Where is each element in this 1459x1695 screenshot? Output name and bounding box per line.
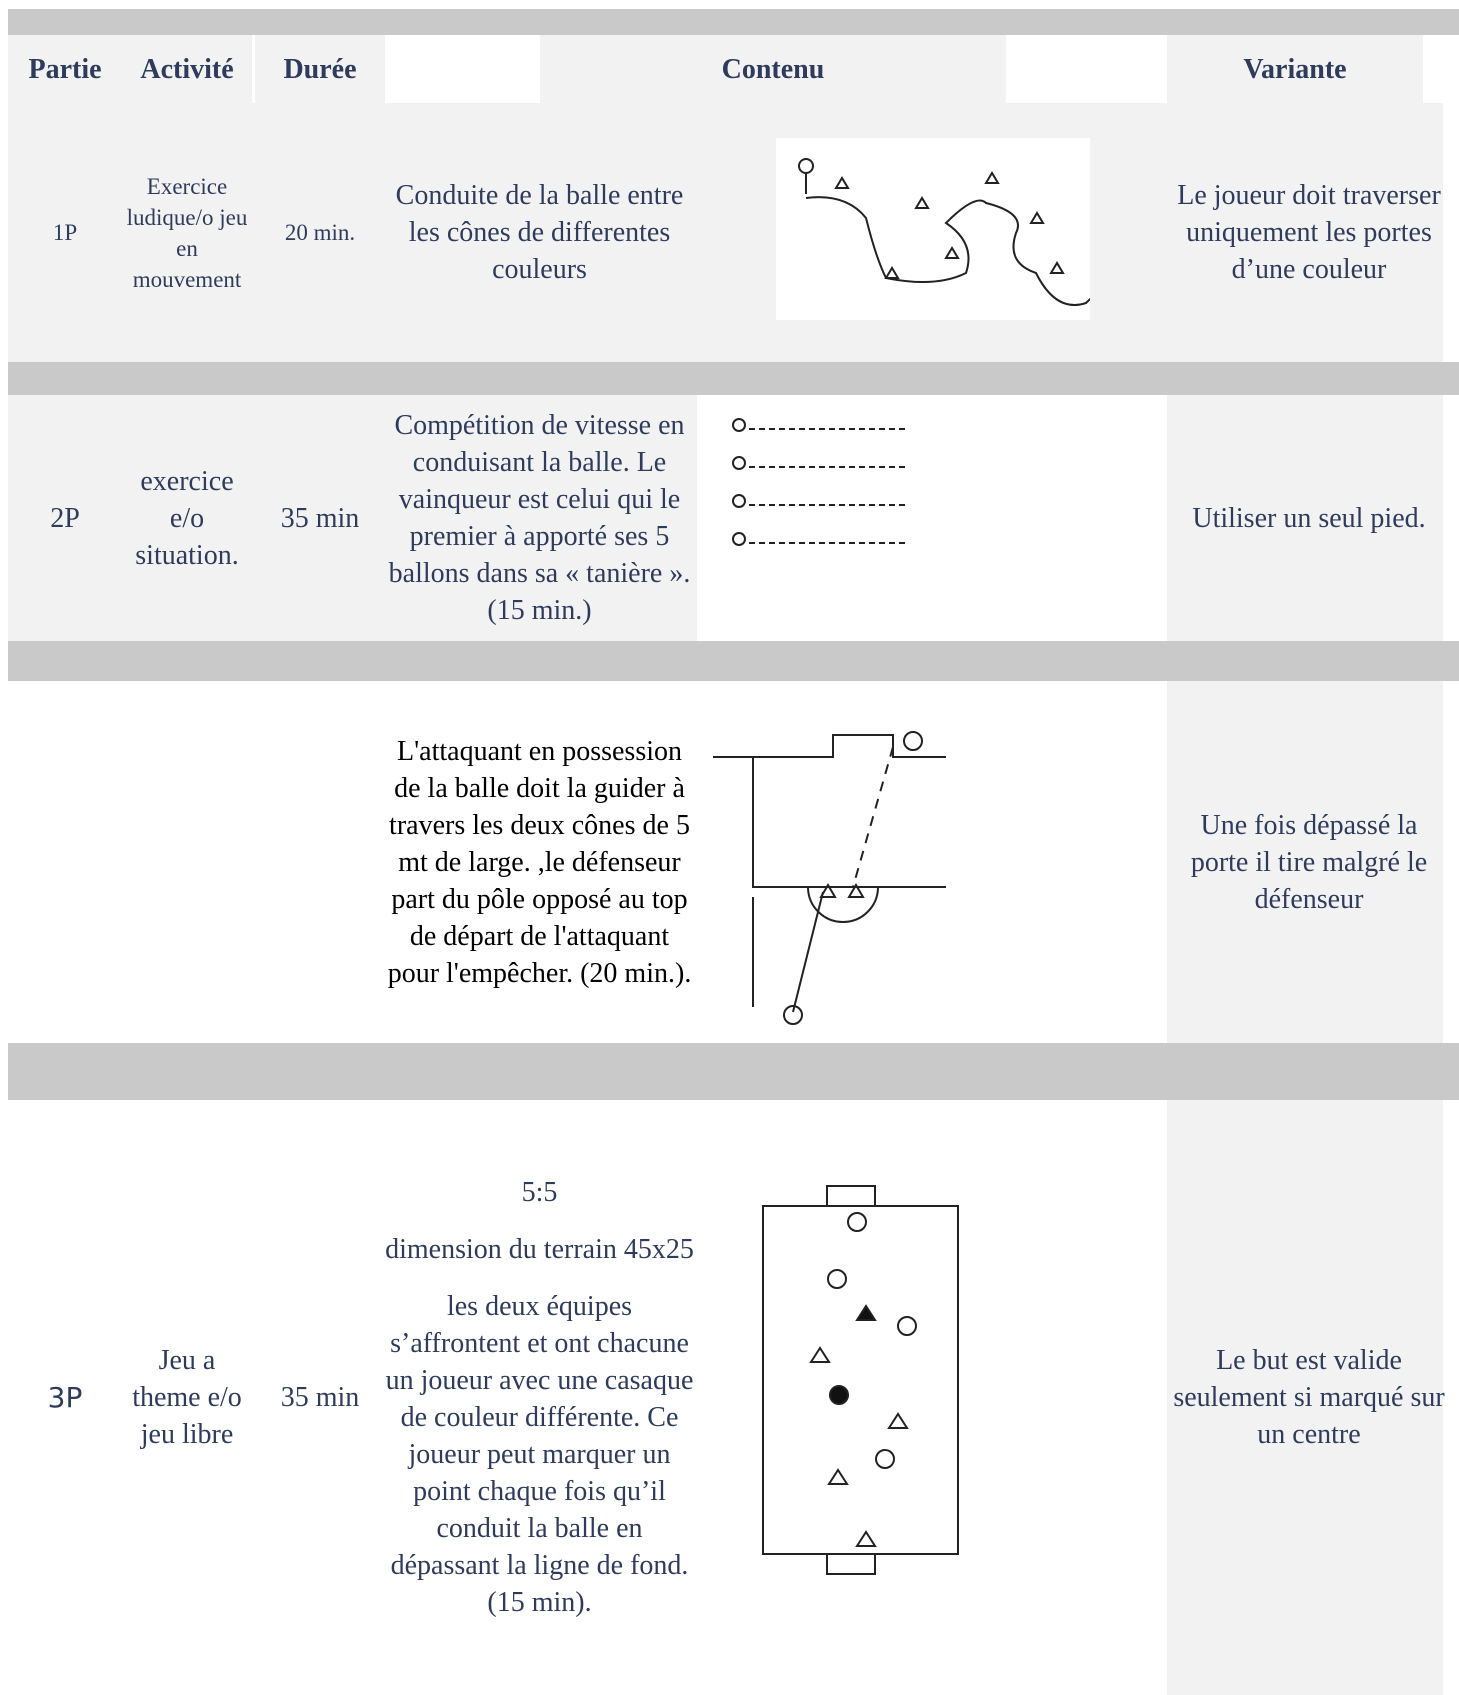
contenu-text: les deux équipes s’affrontent et ont cha… [385, 1291, 694, 1618]
sketch-dribble [776, 138, 1090, 320]
partie: 3P [47, 1381, 83, 1414]
contenu-cell: Compétition de vitesse en conduisant la … [382, 395, 697, 641]
variante: Utiliser un seul pied. [1192, 502, 1426, 534]
variante-bg [1167, 681, 1443, 1043]
row-bg [8, 395, 697, 641]
sketch-duel [713, 731, 946, 1025]
duree: 35 min [280, 1382, 360, 1413]
contenu-cell: L'attaquant en possession de la balle do… [382, 681, 697, 1043]
variante-bg [1167, 103, 1443, 362]
header-partie: Partie [8, 35, 122, 103]
header-variante: Variante [1167, 35, 1423, 103]
separator [8, 641, 1459, 681]
contenu-cell: 5:5 dimension du terrain 45x25 les deux éq… [382, 1100, 697, 1695]
partie: 2P [50, 502, 80, 534]
row-bg [8, 1100, 697, 1695]
separator [8, 9, 1459, 35]
separator [8, 1043, 1459, 1100]
variante: Une fois dépassé la porte il tire malgré… [1190, 809, 1428, 915]
contenu-text: 5:5 [521, 1177, 558, 1208]
image-cell [697, 681, 1167, 1043]
activite: Jeu a theme e/o jeu libre [132, 1345, 242, 1450]
variante: Le joueur doit traverser uniquement les … [1177, 180, 1441, 285]
header-contenu: Contenu [540, 35, 1006, 103]
header-activite: Activité [122, 35, 252, 103]
row-bg [8, 681, 697, 1043]
image-cell [697, 1100, 1167, 1695]
activite: Exercice ludique/o jeu en mouvement [126, 173, 248, 292]
duree: 35 min [280, 502, 360, 534]
variante-bg [1167, 1100, 1443, 1695]
duree: 20 min. [284, 220, 356, 245]
activite: exercice e/o situation. [135, 465, 239, 571]
variante-bg [1167, 395, 1443, 641]
header-duree: Durée [255, 35, 385, 103]
image-cell [697, 395, 1167, 641]
sketch-race [732, 418, 909, 546]
row-bg [8, 103, 697, 362]
contenu-cell: Conduite de la balle entre les cônes de … [382, 103, 697, 362]
variante: Le but est valide seulement si marqué su… [1173, 1345, 1445, 1450]
contenu-text: Conduite de la balle entre les cônes de … [395, 180, 684, 285]
contenu-text: dimension du terrain 45x25 [385, 1234, 694, 1265]
contenu-text: Compétition de vitesse en conduisant la … [388, 410, 691, 626]
contenu-text: L'attaquant en possession de la balle do… [387, 735, 692, 989]
separator [8, 362, 1459, 395]
sketch-field [762, 1185, 959, 1575]
partie: 1P [52, 220, 78, 245]
